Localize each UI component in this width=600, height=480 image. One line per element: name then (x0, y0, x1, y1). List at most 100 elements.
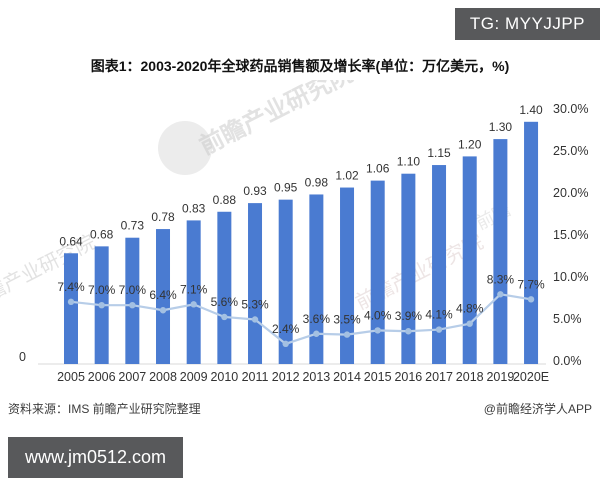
website-badge-text: www.jm0512.com (25, 447, 167, 467)
line-marker (374, 327, 381, 334)
bar-2016 (401, 173, 416, 364)
line-marker (251, 316, 259, 323)
x-axis-label: 2019 (486, 370, 514, 384)
x-axis-label: 2017 (425, 370, 453, 384)
bar-2018 (462, 156, 477, 364)
line-value-label: 8.3% (487, 272, 515, 286)
line-value-label: 7.0% (119, 283, 147, 297)
x-axis-label: 2010 (210, 370, 238, 384)
watermark-text: 前瞻 (473, 199, 514, 233)
bar-value-label: 1.40 (519, 103, 543, 117)
bar-value-label: 0.93 (243, 184, 267, 198)
line-value-label: 3.5% (333, 313, 361, 327)
x-axis-label: 2015 (364, 370, 392, 384)
right-axis-label: 10.0% (553, 270, 588, 284)
bar-value-label: 0.68 (90, 227, 114, 241)
left-axis-label: 0 (19, 350, 26, 364)
watermark-text: 前瞻产业研究院 (195, 80, 357, 160)
bar-value-label: 1.10 (397, 155, 421, 169)
bar-value-label: 1.20 (458, 137, 482, 151)
bar-value-label: 1.30 (489, 120, 513, 134)
line-marker (527, 296, 535, 303)
line-value-label: 3.9% (395, 309, 423, 323)
bar-value-label: 0.78 (151, 210, 175, 224)
bar-value-label: 0.88 (213, 193, 237, 207)
x-axis-label: 2011 (242, 370, 269, 384)
bar-value-label: 1.15 (427, 146, 451, 160)
bar-2007 (125, 237, 140, 364)
bar-2017 (432, 165, 447, 364)
combo-chart: 前瞻产业研究院前瞻产业研究院前瞻产业研究院前瞻0.6420050.6820060… (0, 80, 588, 384)
x-axis-label: 2006 (88, 370, 116, 384)
x-axis-label: 2009 (180, 370, 208, 384)
bar-2005 (64, 253, 78, 364)
x-axis-label: 2014 (333, 370, 361, 384)
line-value-label: 6.4% (149, 288, 177, 302)
line-marker (466, 320, 473, 327)
x-axis-label: 2012 (272, 370, 300, 384)
credit-note: @前瞻经济学人APP (483, 402, 592, 416)
bar-2010 (217, 211, 232, 364)
x-axis-label: 2016 (394, 370, 422, 384)
line-value-label: 4.8% (456, 302, 484, 316)
line-marker (190, 301, 197, 308)
bar-2009 (186, 220, 201, 364)
bar-2011 (248, 203, 263, 364)
bar-2015 (370, 180, 385, 364)
growth-line (70, 293, 532, 346)
line-value-label: 7.4% (57, 280, 85, 294)
line-marker (98, 302, 105, 309)
line-marker (221, 313, 228, 321)
bar-2013 (309, 194, 324, 364)
right-axis-label: 15.0% (553, 228, 588, 242)
bar-value-label: 1.06 (366, 162, 390, 176)
bar-value-label: 0.73 (121, 219, 145, 233)
bar-2014 (340, 187, 355, 364)
line-marker (159, 307, 167, 314)
line-value-label: 4.1% (425, 308, 453, 322)
bar-value-label: 0.64 (59, 234, 83, 248)
bar-2019 (493, 139, 508, 364)
bar-value-label: 0.98 (305, 175, 329, 189)
line-value-label: 7.1% (180, 282, 208, 296)
line-value-label: 5.6% (211, 295, 239, 309)
bar-2008 (156, 229, 171, 364)
page-title: 图表1：2003-2020年全球药品销售额及增长率(单位：万亿美元，%) (90, 58, 510, 74)
bar-value-label: 1.02 (335, 169, 359, 183)
bar-2012 (278, 199, 293, 364)
line-marker (343, 331, 351, 338)
line-marker (67, 298, 75, 306)
x-axis-label: 2020E (513, 370, 549, 384)
x-axis-label: 2013 (302, 370, 330, 384)
source-note: 资料来源：IMS 前瞻产业研究院整理 (8, 402, 201, 416)
right-axis-label: 5.0% (553, 312, 582, 326)
watermark-logo (158, 121, 212, 175)
line-marker (435, 326, 443, 333)
right-axis-label: 20.0% (553, 186, 588, 200)
x-axis-label: 2007 (118, 370, 146, 384)
bar-2020E (524, 121, 539, 364)
line-marker (313, 330, 320, 337)
line-value-label: 7.7% (517, 277, 545, 291)
watermark-text: 前瞻产业研究院 (0, 230, 99, 314)
line-marker (497, 291, 504, 298)
line-value-label: 2.4% (272, 322, 300, 336)
line-marker (282, 340, 289, 348)
line-value-label: 5.3% (241, 297, 269, 311)
x-axis-label: 2018 (456, 370, 484, 384)
right-axis-label: 0.0% (553, 354, 582, 368)
website-badge: www.jm0512.com (8, 437, 184, 478)
line-value-label: 7.0% (88, 283, 116, 297)
line-value-label: 3.6% (303, 312, 331, 326)
x-axis-label: 2008 (149, 370, 177, 384)
telegram-handle-badge: TG: MYYJJPP (454, 8, 600, 40)
bar-value-label: 0.95 (274, 181, 298, 195)
line-marker (129, 302, 136, 309)
line-marker (405, 328, 412, 335)
bar-value-label: 0.83 (182, 201, 206, 215)
right-axis-label: 30.0% (553, 102, 588, 116)
right-axis-label: 25.0% (553, 144, 588, 158)
x-axis-label: 2005 (57, 370, 85, 384)
telegram-handle-text: TG: MYYJJPP (469, 14, 585, 33)
